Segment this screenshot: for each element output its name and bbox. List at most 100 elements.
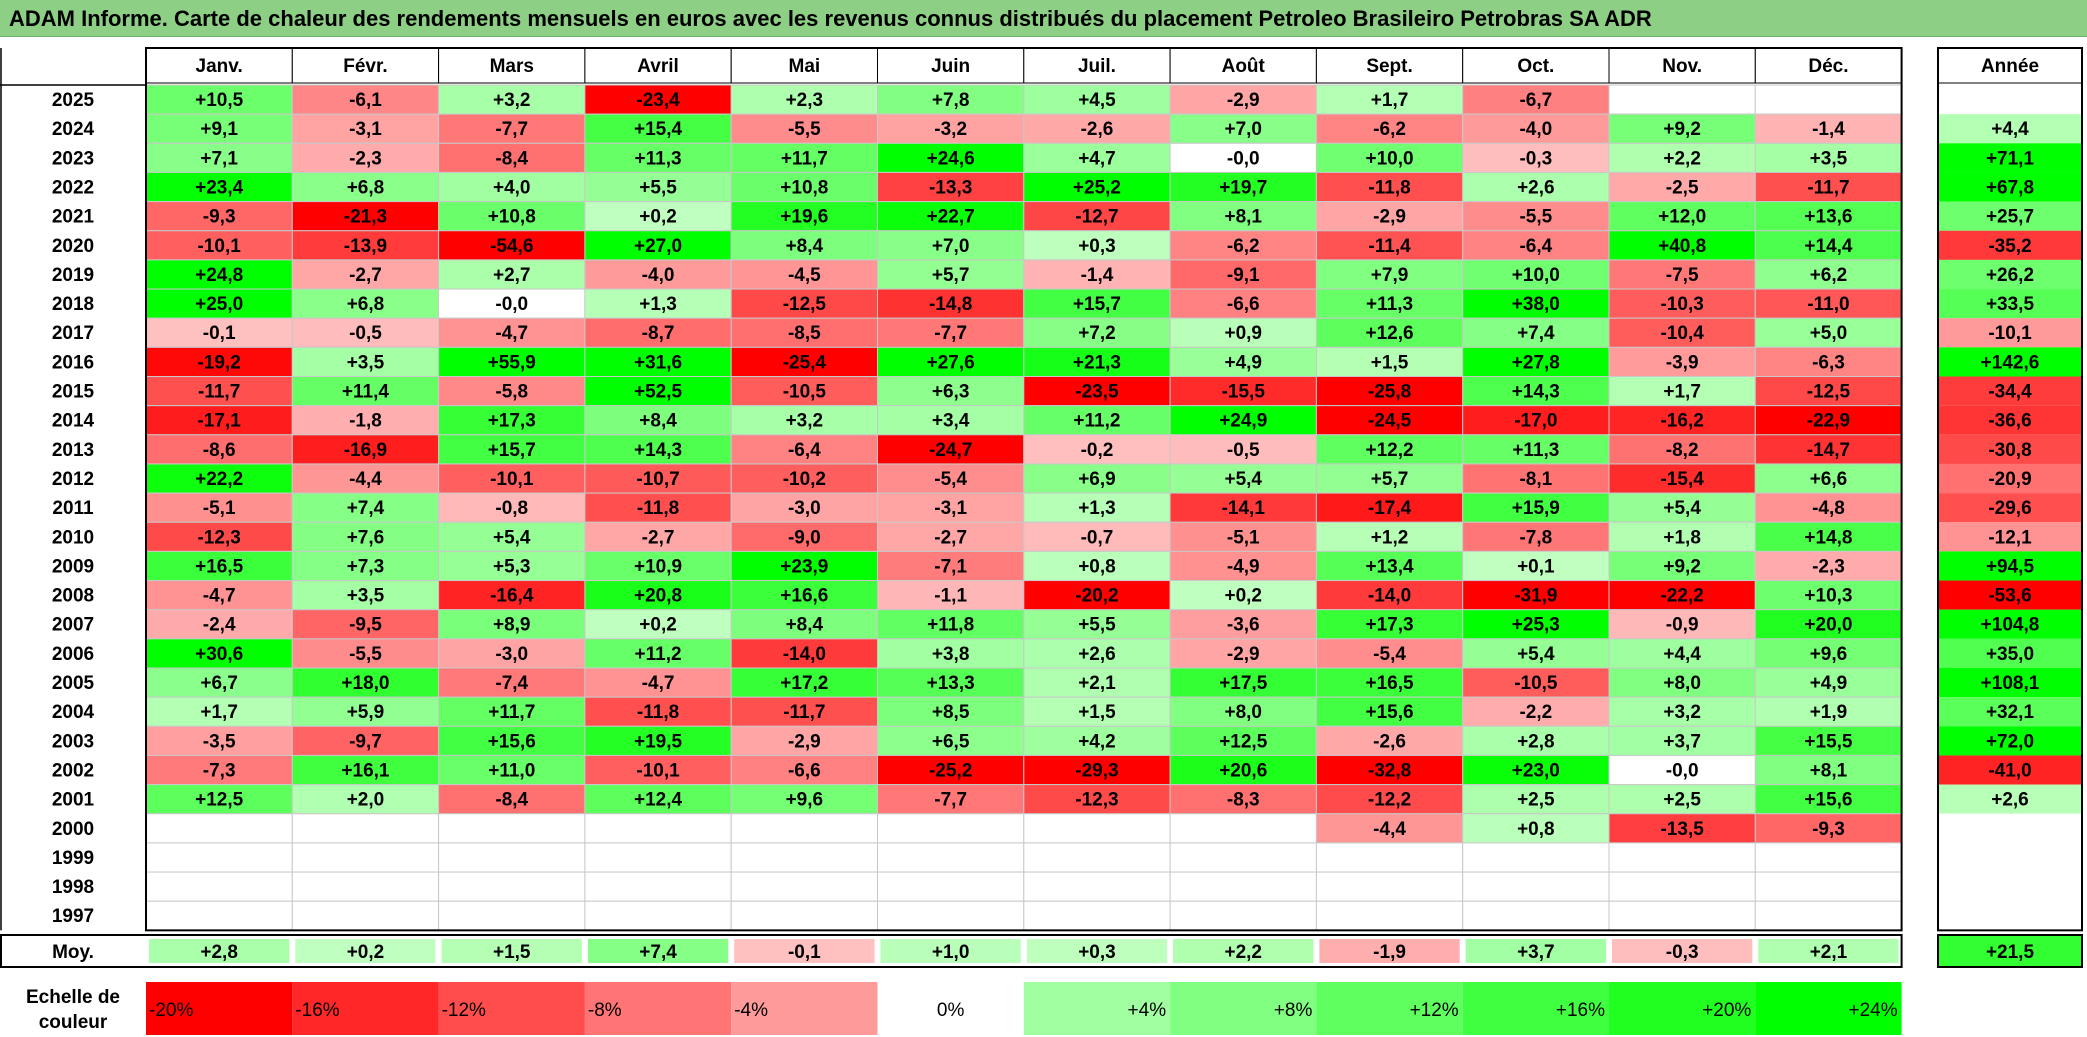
cell-value: +38,0 [1512, 294, 1560, 315]
heatmap-cell [1023, 201, 1171, 232]
annual-cell [1938, 580, 2082, 610]
cell-value: +7,0 [1224, 119, 1262, 140]
cell-value: +7,9 [1371, 265, 1409, 286]
cell-value: -31,9 [1514, 586, 1557, 607]
cell-value: +2,5 [1663, 790, 1701, 811]
scale-label: 0% [937, 1000, 965, 1021]
heatmap-cell [1023, 900, 1171, 931]
annual-cell [1938, 114, 2082, 144]
heatmap-cell [877, 842, 1025, 873]
heatmap-cell [1169, 550, 1317, 582]
cell-value: +2,6 [1517, 177, 1555, 198]
heatmap-cell [291, 550, 440, 582]
heatmap-cell [730, 201, 879, 232]
cell-value: +5,7 [1371, 469, 1409, 490]
year-label: 2009 [52, 556, 94, 577]
heatmap-cell [584, 871, 732, 902]
scale-label: +20% [1702, 1000, 1751, 1021]
cell-value: +4,4 [1663, 644, 1701, 665]
cell-value: +27,0 [634, 236, 682, 257]
cell-value: -17,4 [1368, 498, 1412, 519]
cell-value: -2,7 [349, 265, 382, 286]
cell-value: +18,0 [341, 673, 389, 694]
heatmap-cell [1315, 696, 1464, 727]
cell-value: +19,6 [780, 207, 828, 228]
cell-value: -7,5 [1666, 265, 1699, 286]
heatmap-cell [730, 754, 879, 786]
cell-value: +5,4 [1224, 469, 1262, 490]
heatmap-cell [730, 609, 879, 640]
heatmap-cell [1608, 725, 1756, 756]
cell-value: -6,6 [788, 760, 821, 781]
cell-value: -7,3 [203, 760, 236, 781]
cell-value: +4,9 [1224, 352, 1262, 373]
cell-value: +11,3 [1366, 294, 1413, 315]
cell-value: +8,1 [1224, 207, 1262, 228]
heatmap-cell [438, 317, 586, 348]
heatmap-cell [584, 376, 732, 407]
cell-value: +6,7 [200, 673, 238, 694]
cell-value: -10,7 [636, 469, 679, 490]
cell-value: +5,3 [493, 556, 531, 577]
annual-cell [1938, 318, 2082, 348]
cell-value: -6,7 [1519, 90, 1552, 111]
heatmap-cell [438, 405, 586, 436]
month-header-cell [1023, 47, 1171, 84]
cell-value: +2,0 [347, 790, 385, 811]
scale-label: +4% [1128, 1000, 1167, 1021]
cell-value: +11,3 [635, 148, 682, 169]
cell-value: -5,1 [1227, 527, 1260, 548]
cell-value: -4,5 [788, 265, 821, 286]
cell-value: +10,8 [488, 207, 536, 228]
cell-value: +2,5 [1517, 790, 1555, 811]
cell-value: +6,6 [1810, 469, 1848, 490]
annual-value: +94,5 [1986, 556, 2035, 577]
year-label: 2024 [52, 119, 95, 140]
average-value: +7,4 [639, 942, 677, 963]
scale-label: -4% [734, 1000, 768, 1021]
cell-value: +7,0 [932, 236, 970, 257]
cell-value: -0,7 [1081, 527, 1114, 548]
cell-value: +10,3 [1804, 586, 1852, 607]
cell-value: +22,7 [927, 207, 975, 228]
average-cell [1465, 939, 1606, 963]
average-cell [149, 939, 290, 963]
cell-value: -8,4 [495, 790, 528, 811]
scale-label: +12% [1410, 1000, 1459, 1021]
heatmap-cell [584, 521, 732, 552]
cell-value: -7,7 [934, 323, 967, 344]
cell-value: +14,3 [1512, 382, 1560, 403]
cell-value: -12,2 [1368, 790, 1411, 811]
cell-value: -13,5 [1660, 819, 1704, 840]
cell-value: +8,0 [1224, 702, 1262, 723]
heatmap-cell [1315, 317, 1464, 348]
cell-value: +1,3 [639, 294, 677, 315]
heatmap-cell [291, 609, 440, 640]
cell-value: +12,2 [1366, 440, 1414, 461]
heatmap-cell [145, 521, 293, 552]
cell-value: -6,4 [788, 440, 821, 461]
heatmap-cell [730, 376, 879, 407]
average-value: +0,2 [347, 942, 385, 963]
heatmap-cell [438, 463, 586, 494]
heatmap-cell [1169, 784, 1317, 815]
heatmap-cell [1169, 434, 1317, 465]
cell-value: -17,0 [1514, 411, 1557, 432]
heatmap-cell [1462, 317, 1610, 348]
year-label: 2016 [52, 352, 94, 373]
heatmap-cell [1315, 900, 1464, 931]
cell-value: -2,5 [1666, 177, 1699, 198]
heatmap-cell [1754, 492, 1903, 523]
heatmap-cell [877, 521, 1025, 552]
heatmap-cell [1023, 813, 1171, 844]
heatmap-cell [730, 142, 879, 173]
heatmap-cell [1169, 376, 1317, 407]
heatmap-cell [1608, 201, 1756, 232]
heatmap-cell [1315, 492, 1464, 523]
average-value: +0,3 [1078, 942, 1116, 963]
year-label: 2023 [52, 148, 94, 169]
cell-value: -1,4 [1812, 119, 1845, 140]
heatmap-cell [291, 842, 440, 873]
cell-value: -3,1 [934, 498, 967, 519]
cell-value: +12,6 [1366, 323, 1414, 344]
